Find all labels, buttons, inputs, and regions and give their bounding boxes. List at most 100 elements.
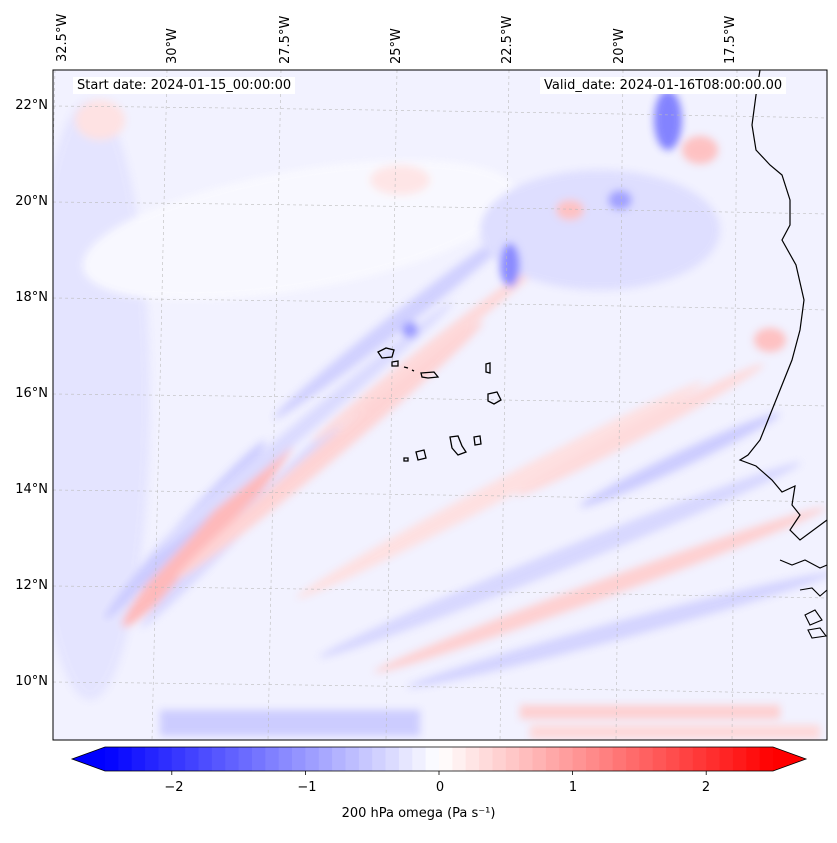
colorbar-segment	[238, 747, 253, 771]
valid-date-label: Valid_date: 2024-01-16T08:00:00.00	[540, 77, 787, 94]
colorbar-outline	[70, 746, 808, 772]
island-sal	[485, 362, 491, 374]
colorbar-segment	[666, 747, 681, 771]
colorbar-segment	[519, 747, 534, 771]
colorbar-tick-label: −1	[297, 780, 317, 795]
colorbar-segment	[425, 747, 440, 771]
cape-verde-islands	[377, 347, 502, 462]
lon-label: 20°W	[612, 28, 627, 64]
colorbar-segment	[305, 747, 320, 771]
field-band-blue	[146, 301, 454, 559]
field-blob	[480, 170, 720, 290]
colorbar-segment	[225, 747, 240, 771]
colorbar-segment	[439, 747, 453, 771]
gridlines	[53, 70, 827, 740]
parallel	[53, 393, 827, 407]
meridian	[731, 70, 738, 740]
field-band-red	[311, 257, 549, 443]
lat-label: 14°N	[15, 482, 48, 497]
parallel	[53, 297, 827, 311]
colorbar-segment	[158, 747, 173, 771]
meridian	[499, 70, 510, 740]
colorbar-segment	[679, 747, 694, 771]
colorbar-extend-high	[773, 747, 806, 771]
lon-label: 30°W	[165, 28, 180, 64]
island-sao-nicolau	[420, 371, 440, 379]
lon-label: 22.5°W	[500, 15, 515, 64]
colorbar-segment	[265, 747, 280, 771]
colorbar-segment	[131, 747, 146, 771]
lat-label: 18°N	[15, 290, 48, 305]
field-blob	[530, 725, 820, 739]
colorbar-title: 200 hPa omega (Pa s⁻¹)	[341, 806, 496, 821]
field-blob	[402, 322, 418, 338]
field-blob	[682, 136, 718, 164]
parallel	[53, 105, 827, 119]
meridian	[267, 70, 282, 740]
field-blob	[556, 200, 584, 220]
field-band-red	[176, 321, 484, 579]
lon-label: 25°W	[389, 28, 404, 64]
colorbar-segment	[759, 747, 774, 771]
field-band-red	[516, 363, 764, 497]
colorbar-segment	[692, 747, 707, 771]
island-santo-antao	[377, 347, 395, 359]
lon-label: 17.5°W	[723, 15, 738, 64]
colorbar-segment	[452, 747, 467, 771]
colorbar-segment	[185, 747, 200, 771]
field-band-blue	[273, 221, 527, 419]
field-band-red	[122, 432, 298, 628]
lat-label: 10°N	[15, 674, 48, 689]
island-santa-luzia	[403, 366, 415, 372]
colorbar-segment	[746, 747, 761, 771]
colorbar-extend-low	[72, 747, 105, 771]
colorbar-segment	[732, 747, 747, 771]
meridian	[615, 70, 624, 740]
colorbar-segment	[626, 747, 640, 771]
parallel	[53, 681, 827, 695]
colorbar-segment	[532, 747, 547, 771]
map-frame	[52, 69, 828, 741]
colorbar-segment	[385, 747, 400, 771]
colorbar-segment	[292, 747, 306, 771]
colorbar-segment	[585, 747, 600, 771]
lon-label: 27.5°W	[278, 15, 293, 64]
colorbar-segment	[372, 747, 387, 771]
field-blob	[654, 90, 682, 150]
parallel	[53, 201, 827, 215]
colorbar-segment	[599, 747, 614, 771]
field-band-blue	[580, 412, 780, 508]
field-band-red	[374, 507, 826, 673]
omega-field	[53, 70, 827, 740]
lat-label: 16°N	[15, 386, 48, 401]
colorbar-segment	[572, 747, 587, 771]
island-maio	[473, 435, 482, 446]
field-band-blue	[407, 572, 827, 688]
colorbar-segment	[332, 747, 347, 771]
colorbar-segment	[358, 747, 373, 771]
colorbar-segment	[612, 747, 627, 771]
colorbar-segment	[251, 747, 266, 771]
colorbar-segment	[559, 747, 574, 771]
field-blob	[500, 243, 520, 287]
colorbar-tick-label: 0	[435, 780, 445, 795]
field-band-blue	[318, 462, 802, 658]
colorbar-segment	[505, 747, 520, 771]
lon-label: 32.5°W	[55, 13, 70, 62]
colorbar-segment	[318, 747, 333, 771]
island-santiago	[449, 435, 467, 456]
colorbar-segment	[105, 747, 119, 771]
colorbar	[70, 746, 808, 775]
field-blob	[608, 190, 632, 210]
colorbar-segment	[211, 747, 226, 771]
island-fogo	[415, 449, 427, 461]
colorbar-segment	[398, 747, 413, 771]
colorbar-segment	[278, 747, 293, 771]
start-date-label: Start date: 2024-01-15_00:00:00	[73, 77, 296, 94]
lat-label: 22°N	[15, 98, 48, 113]
colorbar-segment	[479, 747, 494, 771]
field-band-red	[296, 381, 704, 599]
colorbar-segment	[719, 747, 734, 771]
